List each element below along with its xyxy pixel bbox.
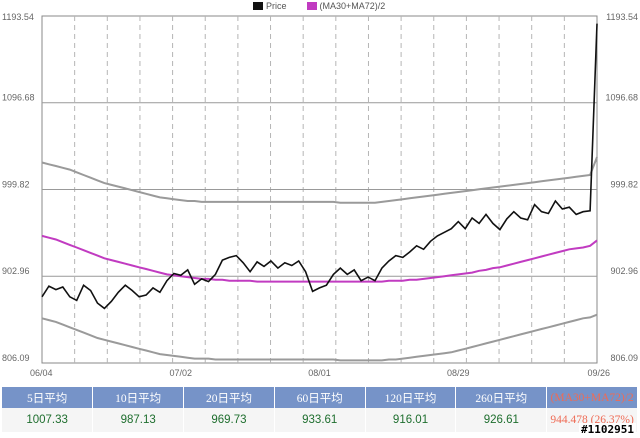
- y-tick-label-right: 1193.54: [606, 12, 638, 22]
- x-tick-label: 09/26: [587, 368, 610, 378]
- x-tick-label: 08/29: [447, 368, 470, 378]
- y-tick-label-right: 1096.68: [605, 93, 638, 103]
- ma-header-20d: 20日平均: [183, 387, 275, 408]
- ma-value-row: 1007.33 987.13 969.73 933.61 916.01 926.…: [2, 408, 638, 432]
- y-tick-label-left: 806.09: [2, 353, 30, 363]
- y-tick-label-left: 1096.68: [2, 93, 35, 103]
- ma-value-20d: 969.73: [183, 408, 275, 432]
- legend-label-ma: (MA30+MA72)/2: [319, 1, 386, 11]
- ma-header-260d: 260日平均: [455, 387, 548, 408]
- x-tick-label: 07/02: [169, 368, 192, 378]
- lower-band-line: [41, 313, 598, 362]
- ma-header-120d: 120日平均: [365, 387, 457, 408]
- legend-swatch-price: [253, 2, 263, 10]
- ma-header-60d: 60日平均: [274, 387, 366, 408]
- ma-value-10d: 987.13: [92, 408, 185, 432]
- ma-value-260d: 926.61: [455, 408, 548, 432]
- ma-header-10d: 10日平均: [92, 387, 185, 408]
- y-tick-label-right: 902.96: [610, 266, 638, 276]
- y-tick-label-right: 999.82: [610, 179, 638, 189]
- price-series-line: [41, 23, 598, 310]
- x-tick-label: 06/04: [30, 368, 53, 378]
- ma-header-combined: (MA30+MA72)/2: [546, 387, 638, 408]
- watermark: #1102951: [579, 423, 636, 436]
- ma-value-120d: 916.01: [365, 408, 457, 432]
- y-tick-label-right: 806.09: [610, 353, 638, 363]
- legend-swatch-ma: [306, 2, 317, 10]
- chart-svg: 1193.54 1193.54 1096.68 1096.68 999.82 999.82…: [2, 12, 638, 378]
- ma-series-line: [41, 234, 598, 283]
- chart-legend: Price (MA30+MA72)/2: [253, 0, 399, 12]
- ma-header-5d: 5日平均: [2, 387, 94, 408]
- x-tick-label: 08/01: [308, 368, 331, 378]
- legend-item-ma[interactable]: (MA30+MA72)/2: [306, 1, 386, 11]
- ma-value-60d: 933.61: [274, 408, 366, 432]
- ma-value-5d: 1007.33: [2, 408, 94, 432]
- y-tick-label-left: 999.82: [2, 179, 30, 189]
- upper-band-line: [41, 156, 598, 204]
- price-chart: 1193.54 1193.54 1096.68 1096.68 999.82 999.82…: [2, 0, 638, 378]
- y-tick-label-left: 902.96: [2, 266, 30, 276]
- y-tick-label-left: 1193.54: [2, 12, 34, 22]
- legend-label-price: Price: [266, 1, 287, 11]
- legend-item-price[interactable]: Price: [253, 1, 287, 11]
- ma-header-row: 5日平均 10日平均 20日平均 60日平均 120日平均 260日平均 (MA…: [2, 387, 638, 408]
- moving-average-table: 5日平均 10日平均 20日平均 60日平均 120日平均 260日平均 (MA…: [2, 387, 638, 432]
